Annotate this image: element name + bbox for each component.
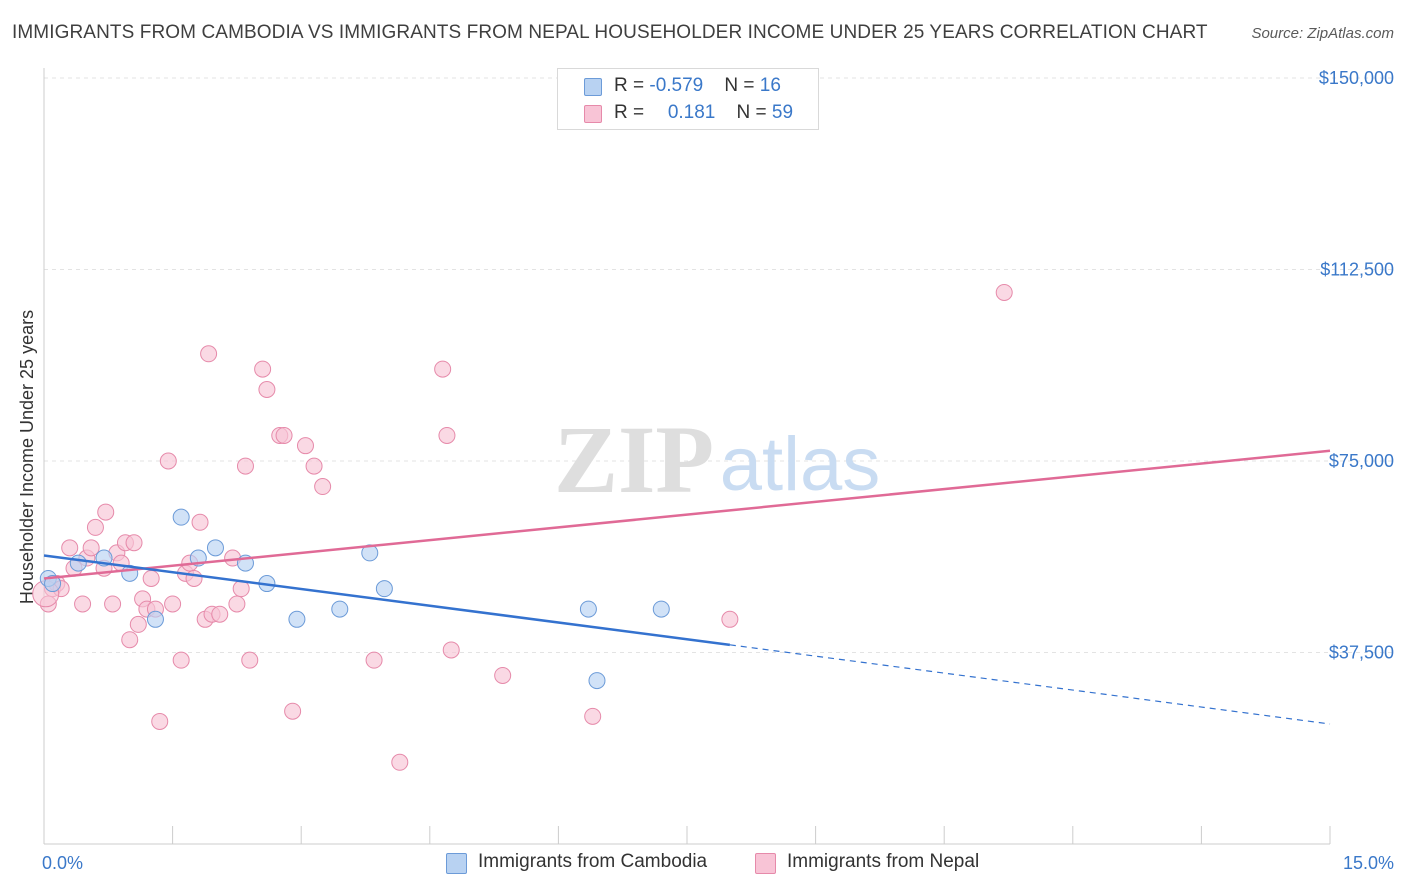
nepal-point bbox=[434, 360, 452, 378]
cambodia-point bbox=[69, 554, 87, 572]
trend-lines bbox=[43, 449, 1331, 725]
nepal-point bbox=[254, 360, 272, 378]
x-tick-label-max: 15.0% bbox=[1343, 853, 1394, 873]
nepal-point bbox=[164, 595, 182, 613]
series-nepal-points bbox=[32, 283, 1013, 771]
nepal-point bbox=[584, 707, 602, 725]
nepal-point bbox=[86, 518, 104, 536]
trend-line-cambodia bbox=[43, 554, 731, 647]
nepal-point bbox=[438, 426, 456, 444]
nepal-point bbox=[995, 283, 1013, 301]
bottom-legend-label-nepal: Immigrants from Nepal bbox=[787, 851, 980, 872]
bottom-legend-swatch-cambodia bbox=[446, 853, 467, 874]
nepal-point bbox=[142, 569, 160, 587]
nepal-point bbox=[365, 651, 383, 669]
legend-r-value-cambodia: -0.579 bbox=[649, 75, 704, 96]
y-tick-label: $150,000 bbox=[1319, 68, 1394, 88]
y-tick-label: $75,000 bbox=[1329, 451, 1394, 471]
nepal-point bbox=[391, 753, 409, 771]
legend-r-label: R = bbox=[614, 102, 650, 123]
legend-n-label: N = bbox=[724, 75, 760, 96]
nepal-point bbox=[191, 513, 209, 531]
watermark-zip: ZIP bbox=[554, 406, 714, 513]
bottom-legend-label-cambodia: Immigrants from Cambodia bbox=[478, 851, 708, 872]
nepal-point bbox=[129, 615, 147, 633]
source-label: Source: ZipAtlas.com bbox=[1251, 25, 1394, 42]
nepal-point bbox=[74, 595, 92, 613]
nepal-point bbox=[721, 610, 739, 628]
nepal-point bbox=[305, 457, 323, 475]
nepal-point bbox=[211, 605, 229, 623]
legend-n-label: N = bbox=[736, 102, 772, 123]
legend: R = -0.579 N = 16 R = 0.181 N = 59 bbox=[557, 68, 819, 130]
nepal-point bbox=[125, 534, 143, 552]
nepal-point bbox=[241, 651, 259, 669]
x-tick-label-min: 0.0% bbox=[42, 853, 83, 873]
cambodia-point bbox=[579, 600, 597, 618]
cambodia-point bbox=[331, 600, 349, 618]
nepal-point bbox=[228, 595, 246, 613]
nepal-point bbox=[104, 595, 122, 613]
cambodia-point bbox=[652, 600, 670, 618]
nepal-point bbox=[284, 702, 302, 720]
cambodia-point bbox=[44, 575, 62, 593]
cambodia-point bbox=[206, 539, 224, 557]
nepal-point bbox=[159, 452, 177, 470]
legend-n-value-nepal: 59 bbox=[771, 102, 794, 123]
x-ticks bbox=[172, 826, 1331, 844]
cambodia-point bbox=[146, 610, 164, 628]
cambodia-point bbox=[375, 580, 393, 598]
chart-title: IMMIGRANTS FROM CAMBODIA VS IMMIGRANTS F… bbox=[12, 22, 1208, 43]
nepal-point bbox=[61, 539, 79, 557]
trend-line-nepal bbox=[43, 449, 1331, 580]
nepal-point bbox=[258, 381, 276, 399]
cambodia-point bbox=[172, 508, 190, 526]
nepal-point bbox=[494, 666, 512, 684]
legend-r-value-nepal: 0.181 bbox=[667, 102, 716, 123]
nepal-point bbox=[442, 641, 460, 659]
legend-text-nepal: R = 0.181 N = 59 bbox=[614, 102, 793, 124]
nepal-point bbox=[151, 712, 169, 730]
nepal-point bbox=[314, 478, 332, 496]
nepal-point bbox=[121, 631, 139, 649]
nepal-point bbox=[200, 345, 218, 363]
nepal-point bbox=[185, 569, 203, 587]
y-tick-labels: $37,500 $75,000 $112,500 $150,000 bbox=[1319, 68, 1394, 663]
bottom-legend-swatch-nepal bbox=[755, 853, 776, 874]
legend-text-cambodia: R = -0.579 N = 16 bbox=[614, 75, 781, 97]
legend-r-label: R = bbox=[614, 75, 650, 96]
nepal-point bbox=[236, 457, 254, 475]
nepal-point bbox=[172, 651, 190, 669]
nepal-point bbox=[296, 437, 314, 455]
cambodia-point bbox=[588, 672, 606, 690]
y-tick-label: $37,500 bbox=[1329, 643, 1394, 663]
watermark-atlas: atlas bbox=[720, 422, 881, 507]
nepal-point bbox=[82, 539, 100, 557]
nepal-point bbox=[275, 426, 293, 444]
legend-swatch-cambodia bbox=[584, 78, 602, 96]
watermark: ZIP atlas bbox=[554, 406, 880, 513]
trend-line-cambodia-extension bbox=[729, 644, 1331, 725]
y-axis-title: Householder Income Under 25 years bbox=[17, 310, 37, 604]
cambodia-point bbox=[288, 610, 306, 628]
legend-n-value-cambodia: 16 bbox=[759, 75, 781, 96]
y-tick-label: $112,500 bbox=[1320, 260, 1394, 280]
nepal-point bbox=[97, 503, 115, 521]
legend-swatch-nepal bbox=[584, 105, 602, 123]
